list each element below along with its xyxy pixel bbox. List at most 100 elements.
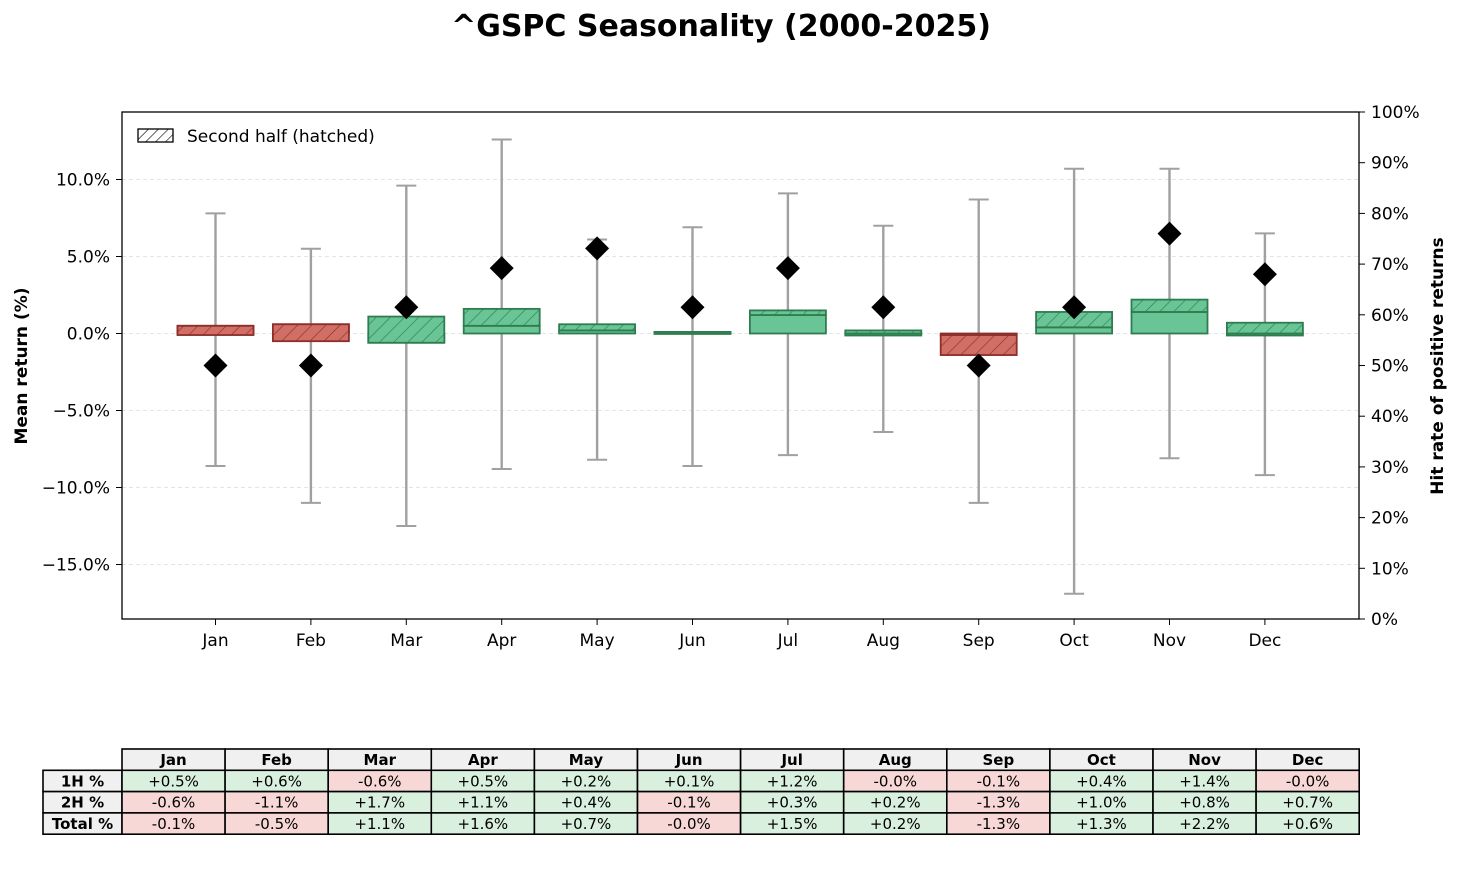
x-tick-label: Feb <box>296 631 326 651</box>
bar-second-half-hatch <box>940 335 1017 356</box>
legend-swatch <box>137 128 174 143</box>
y2-tick-label: 100% <box>1371 103 1420 123</box>
table-cell-value: +2.2% <box>1179 815 1230 833</box>
bar-second-half-hatch <box>177 325 254 336</box>
table-cell-value: +0.3% <box>767 794 818 812</box>
x-axis-ticks: Jan Feb Mar Apr May Jun Jul Aug Sep Oct Nov Dec <box>201 619 1281 651</box>
chart-title: ^GSPC Seasonality (2000-2025) <box>451 9 991 44</box>
hit-rate-markers <box>203 221 1277 378</box>
table-cell-value: -1.3% <box>977 815 1021 833</box>
y-tick-label: 5.0% <box>67 248 110 268</box>
bars <box>176 298 1304 356</box>
x-tick-label: Dec <box>1248 631 1281 651</box>
y2-axis-ticks: 100% 90% 80% 70% 60% 50% 40% 30% 20% 10% 0% <box>1359 103 1420 630</box>
y-tick-label: 10.0% <box>56 171 110 191</box>
hit-rate-marker-jan <box>203 353 228 378</box>
table-cell-value: +0.5% <box>458 772 509 790</box>
table-cell-value: -0.5% <box>255 815 299 833</box>
table-header-label: Sep <box>982 751 1014 769</box>
y2-tick-label: 60% <box>1371 306 1409 326</box>
y-tick-label: 0.0% <box>67 325 110 345</box>
y2-tick-label: 80% <box>1371 204 1409 224</box>
x-tick-label: Nov <box>1153 631 1186 651</box>
table-row-label: Total % <box>52 815 113 833</box>
table-header-label: Nov <box>1188 751 1221 769</box>
bar-second-half-hatch <box>1036 311 1113 328</box>
table-header-label: Jan <box>159 751 186 769</box>
whiskers <box>205 138 1275 595</box>
legend-label: Second half (hatched) <box>187 127 375 147</box>
table-row-label: 1H % <box>61 772 104 790</box>
hit-rate-marker-sep <box>966 353 991 378</box>
y2-tick-label: 50% <box>1371 357 1409 377</box>
table-cell-value: +0.5% <box>148 772 199 790</box>
y-tick-label: −10.0% <box>42 479 110 499</box>
hit-rate-marker-dec <box>1252 262 1277 287</box>
table-header-label: Feb <box>261 751 292 769</box>
x-tick-label: Jul <box>777 631 799 651</box>
bar-first-half-jul <box>749 314 827 335</box>
bar-second-half-hatch <box>1131 299 1208 312</box>
table-cell-value: -0.0% <box>873 772 917 790</box>
y-axis-label: Mean return (%) <box>12 287 32 444</box>
x-tick-label: Mar <box>390 631 422 651</box>
bar-second-half-hatch <box>368 316 445 343</box>
table-cell-value: +1.1% <box>458 794 509 812</box>
x-tick-label: Sep <box>963 631 995 651</box>
bar-second-half-hatch <box>749 310 826 316</box>
table-cell-value: -1.3% <box>977 794 1021 812</box>
y2-tick-label: 70% <box>1371 255 1409 275</box>
hit-rate-marker-apr <box>489 256 514 281</box>
hit-rate-marker-feb <box>298 353 323 378</box>
table-cell-value: +0.1% <box>664 772 715 790</box>
hit-rate-marker-jul <box>775 256 800 281</box>
table-cell-value: +1.6% <box>458 815 509 833</box>
x-tick-label: Aug <box>867 631 900 651</box>
legend: Second half (hatched) <box>137 127 375 147</box>
bar-second-half-hatch <box>1226 322 1303 334</box>
bar-second-half-hatch <box>654 331 731 334</box>
table-cell-value: +0.8% <box>1179 794 1230 812</box>
table-cell-value: +1.5% <box>767 815 818 833</box>
hit-rate-marker-mar <box>394 295 419 320</box>
table-cell-value: +1.4% <box>1179 772 1230 790</box>
table-cell-value: +0.7% <box>561 815 612 833</box>
y2-axis-label: Hit rate of positive returns <box>1428 237 1448 495</box>
bar-first-half-oct <box>1035 326 1113 335</box>
hit-rate-marker-nov <box>1157 221 1182 246</box>
table-cell-value: -0.1% <box>667 794 711 812</box>
table-header-label: Aug <box>879 751 912 769</box>
hit-rate-marker-aug <box>871 295 896 320</box>
bar-second-half-hatch <box>272 324 349 342</box>
y-tick-label: −15.0% <box>42 556 110 576</box>
table-cell-value: +1.0% <box>1076 794 1127 812</box>
table-cell <box>1255 812 1360 836</box>
hit-rate-marker-jun <box>680 295 705 320</box>
hit-rate-marker-oct <box>1062 295 1087 320</box>
table-cell-value: -0.1% <box>977 772 1021 790</box>
table-header-label: Apr <box>468 751 498 769</box>
table-cell-value: -0.6% <box>152 794 196 812</box>
table-cell-value: -0.0% <box>667 815 711 833</box>
x-tick-label: Oct <box>1059 631 1089 651</box>
table-cell-value: +0.4% <box>1076 772 1127 790</box>
table-header-label: Dec <box>1292 751 1324 769</box>
y-axis-ticks: 10.0% 5.0% 0.0% −5.0% −10.0% −15.0% <box>42 171 122 576</box>
x-tick-label: Jan <box>201 631 228 651</box>
table-row-label: 2H % <box>61 794 104 812</box>
y2-tick-label: 30% <box>1371 458 1409 478</box>
table-cell-value: -0.6% <box>358 772 402 790</box>
x-tick-label: Apr <box>487 631 516 651</box>
table-header-label: May <box>569 751 604 769</box>
table-cell-value: -0.0% <box>1286 772 1330 790</box>
y2-tick-label: 10% <box>1371 559 1409 579</box>
y2-tick-label: 40% <box>1371 407 1409 427</box>
table-cell-value: +0.2% <box>870 815 921 833</box>
table-cell-value: -0.1% <box>152 815 196 833</box>
bar-second-half-hatch <box>845 330 922 334</box>
table-cell-value: -1.1% <box>255 794 299 812</box>
table-header-label: Oct <box>1087 751 1116 769</box>
y2-tick-label: 0% <box>1371 610 1398 630</box>
bar-first-half-nov <box>1130 311 1209 335</box>
